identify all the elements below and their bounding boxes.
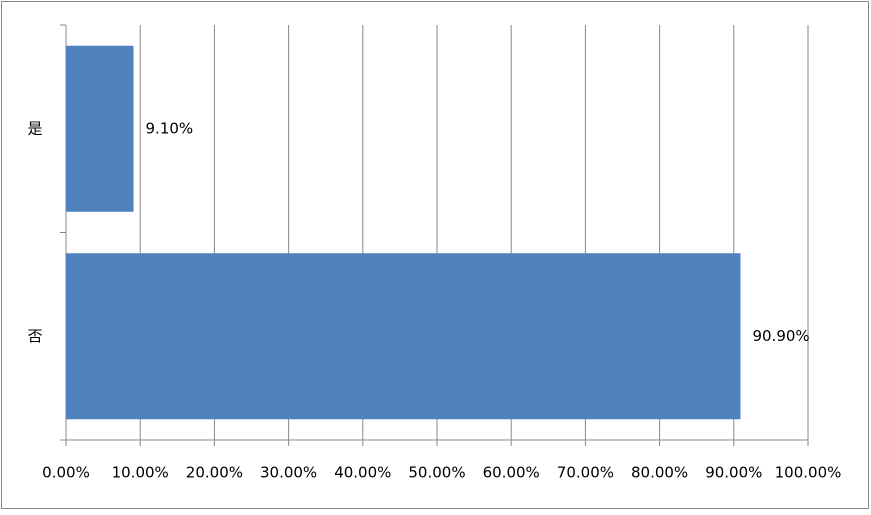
x-tick-label: 40.00% [334, 464, 391, 482]
x-tick-label: 60.00% [483, 464, 540, 482]
x-tick-label: 20.00% [186, 464, 243, 482]
x-tick-label: 10.00% [112, 464, 169, 482]
x-tick-label: 70.00% [557, 464, 614, 482]
x-tick-label: 100.00% [775, 464, 842, 482]
x-tick-label: 80.00% [631, 464, 688, 482]
y-tick-label: 是 [27, 119, 42, 137]
value-label: 9.10% [146, 119, 194, 137]
x-tick-label: 30.00% [260, 464, 317, 482]
y-tick-label: 否 [27, 327, 42, 345]
bar [66, 45, 134, 212]
value-label: 90.90% [752, 327, 809, 345]
x-tick-label: 0.00% [42, 464, 90, 482]
bar [66, 253, 741, 420]
x-tick-label: 90.00% [705, 464, 762, 482]
x-tick-label: 50.00% [408, 464, 465, 482]
